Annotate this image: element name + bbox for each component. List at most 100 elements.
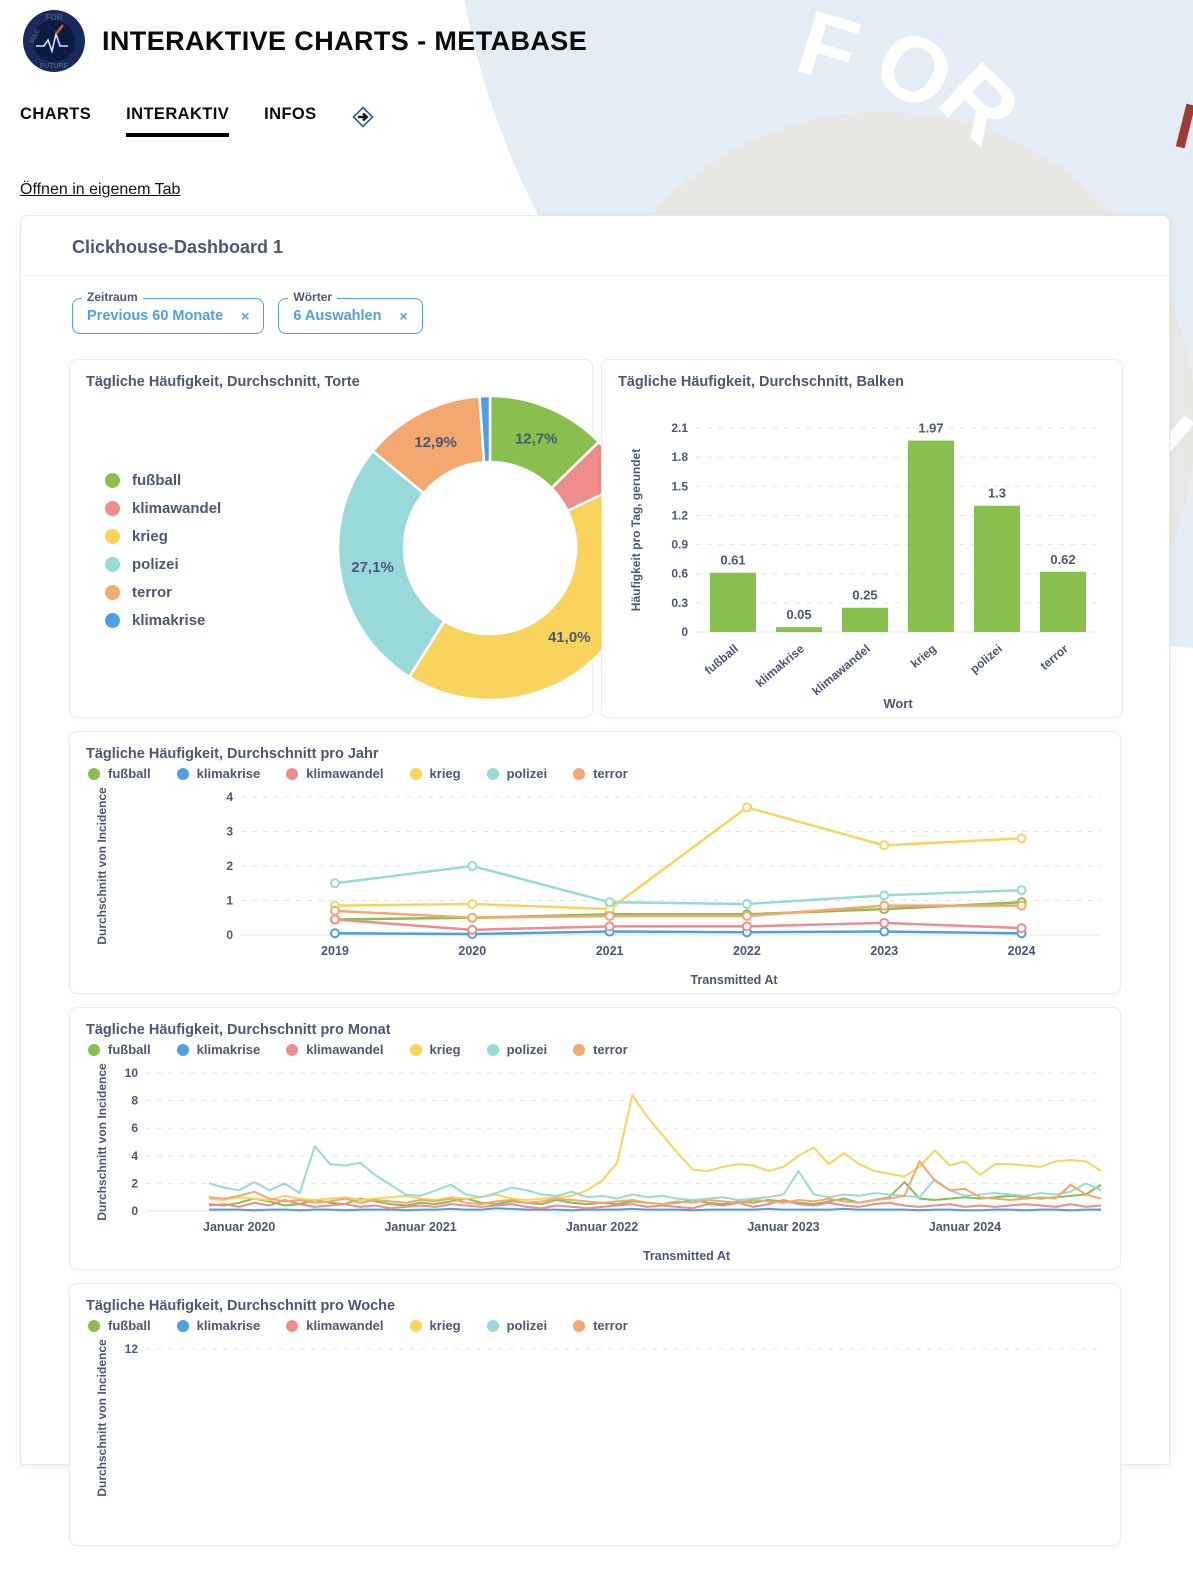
data-point-polizei[interactable] — [1016, 885, 1027, 896]
legend-item-krieg[interactable]: krieg — [409, 1042, 461, 1057]
bar-klimawandel[interactable] — [842, 607, 888, 632]
legend-item-klimakrise[interactable]: klimakrise — [105, 612, 221, 629]
data-point-klimakrise[interactable] — [879, 926, 890, 937]
line-series-fußball[interactable] — [208, 1181, 1102, 1207]
data-point-terror[interactable] — [879, 900, 890, 911]
legend-item-klimakrise[interactable]: klimakrise — [176, 1042, 260, 1057]
filter-clear-icon[interactable]: × — [399, 308, 408, 324]
legend-item-klimawandel[interactable]: klimawandel — [286, 1318, 384, 1333]
data-point-polizei[interactable] — [741, 898, 752, 909]
data-point-klimawandel[interactable] — [741, 921, 752, 932]
pie-slice-polizei[interactable] — [337, 448, 447, 679]
app-logo: FOR FUTURE M&E — [23, 10, 85, 72]
pie-legend: fußball klimawandel krieg polizei terror klim… — [105, 472, 221, 629]
y-tick-label: 4 — [226, 790, 233, 804]
filter-clear-icon[interactable]: × — [241, 308, 250, 324]
data-point-terror[interactable] — [1016, 900, 1027, 911]
legend-item-krieg[interactable]: krieg — [409, 1318, 461, 1333]
data-point-polizei[interactable] — [879, 890, 890, 901]
open-in-own-tab-link[interactable]: Öffnen in eigenem Tab — [20, 181, 181, 198]
data-point-terror[interactable] — [604, 911, 615, 922]
data-point-klimawandel[interactable] — [329, 914, 340, 925]
legend-item-klimawandel[interactable]: klimawandel — [105, 500, 221, 517]
x-tick-label: 2019 — [321, 944, 349, 958]
bar-krieg[interactable] — [908, 440, 954, 632]
legend-item-klimawandel[interactable]: klimawandel — [286, 766, 384, 781]
donut-chart[interactable]: 12,7% 41,0% 27,1% 12,9% — [331, 389, 649, 707]
nav-item-charts[interactable]: CHARTS — [20, 105, 92, 123]
legend-label: fußball — [108, 766, 151, 781]
diamond-arrow-icon[interactable] — [351, 106, 374, 128]
x-axis-title: Wort — [883, 696, 913, 711]
legend-dot — [573, 1319, 586, 1332]
data-point-terror[interactable] — [329, 905, 340, 916]
legend-item-fußball[interactable]: fußball — [88, 1318, 151, 1333]
filter-value[interactable]: 6 Auswahlen — [293, 308, 382, 324]
line-series-klimawandel[interactable] — [208, 1198, 1102, 1210]
legend-item-terror[interactable]: terror — [573, 1042, 628, 1057]
line-series-klimakrise[interactable] — [334, 930, 1022, 936]
line-series-klimawandel[interactable] — [334, 918, 1022, 932]
data-point-klimawandel[interactable] — [1016, 923, 1027, 934]
bar-polizei[interactable] — [974, 505, 1020, 632]
legend-dot — [88, 1319, 100, 1332]
legend-item-fußball[interactable]: fußball — [105, 472, 221, 489]
data-point-polizei[interactable] — [329, 878, 340, 889]
data-point-klimawandel[interactable] — [879, 917, 890, 928]
data-point-krieg[interactable] — [467, 898, 478, 909]
filter-value[interactable]: Previous 60 Monate — [87, 308, 224, 324]
legend-item-klimakrise[interactable]: klimakrise — [176, 766, 260, 781]
nav-item-interaktiv[interactable]: INTERAKTIV — [126, 105, 230, 137]
data-point-krieg[interactable] — [741, 802, 752, 813]
line-series-terror[interactable] — [208, 1160, 1102, 1206]
legend-item-terror[interactable]: terror — [105, 584, 221, 601]
legend-label: fußball — [108, 1042, 151, 1057]
svg-text:FUTURE: FUTURE — [40, 63, 69, 70]
line-series-polizei[interactable] — [208, 1145, 1102, 1201]
legend-item-polizei[interactable]: polizei — [105, 556, 221, 573]
line-series-krieg[interactable] — [334, 806, 1022, 911]
data-point-polizei[interactable] — [467, 861, 478, 871]
legend-item-fußball[interactable]: fußball — [88, 1042, 151, 1057]
data-point-polizei[interactable] — [604, 897, 615, 908]
line-series-polizei[interactable] — [334, 864, 1022, 906]
legend-dot — [409, 1043, 422, 1056]
legend-item-terror[interactable]: terror — [573, 1318, 628, 1333]
chart-title: Tägliche Häufigkeit, Durchschnitt pro Mo… — [86, 1022, 391, 1038]
bar-fußball[interactable] — [710, 572, 756, 632]
line-chart-monat[interactable]: 0 2 4 6 8 10 Durchschnitt von Incidence Januar … — [86, 1061, 1106, 1266]
legend-item-polizei[interactable]: polizei — [486, 766, 547, 781]
legend-item-polizei[interactable]: polizei — [486, 1042, 547, 1057]
data-point-terror[interactable] — [741, 911, 752, 922]
legend-item-fußball[interactable]: fußball — [88, 766, 151, 781]
legend-dot — [176, 767, 189, 780]
legend-item-terror[interactable]: terror — [573, 766, 628, 781]
legend-dot — [176, 1043, 189, 1056]
nav-item-infos[interactable]: INFOS — [264, 105, 317, 123]
line-series-klimakrise[interactable] — [208, 1207, 1101, 1212]
line-chart-jahr[interactable]: 0 1 2 3 4 Durchschnitt von Incidence 2019 2020 2… — [86, 785, 1106, 990]
legend-item-klimawandel[interactable]: klimawandel — [286, 1042, 384, 1057]
filter-zeitraum[interactable]: Zeitraum Previous 60 Monate × — [72, 290, 265, 334]
data-point-klimawandel[interactable] — [467, 924, 478, 935]
line-series-terror[interactable] — [334, 904, 1022, 919]
line-series-krieg[interactable] — [208, 1094, 1102, 1201]
bar-chart[interactable]: 0 0.3 0.6 0.9 1.2 1.5 1.8 2.1 Häufigkeit pro Tag… — [618, 394, 1106, 716]
y-tick-label: 1.8 — [671, 450, 688, 464]
bar-klimakrise[interactable] — [776, 627, 822, 632]
legend-item-krieg[interactable]: krieg — [105, 528, 221, 545]
data-point-terror[interactable] — [467, 912, 478, 923]
charts-grid: Tägliche Häufigkeit, Durchschnitt, Torte… — [21, 334, 1169, 1576]
legend-item-klimakrise[interactable]: klimakrise — [176, 1318, 260, 1333]
bar-terror[interactable] — [1040, 571, 1086, 632]
line-series-fußball[interactable] — [334, 900, 1022, 921]
data-point-krieg[interactable] — [879, 840, 890, 851]
legend-item-polizei[interactable]: polizei — [486, 1318, 547, 1333]
legend-item-krieg[interactable]: krieg — [409, 766, 461, 781]
data-point-klimakrise[interactable] — [329, 928, 340, 939]
data-point-krieg[interactable] — [1016, 833, 1027, 844]
filter-woerter[interactable]: Wörter 6 Auswahlen × — [278, 290, 423, 334]
pie-slice-klimakrise[interactable] — [478, 394, 492, 464]
data-point-klimawandel[interactable] — [604, 921, 615, 932]
